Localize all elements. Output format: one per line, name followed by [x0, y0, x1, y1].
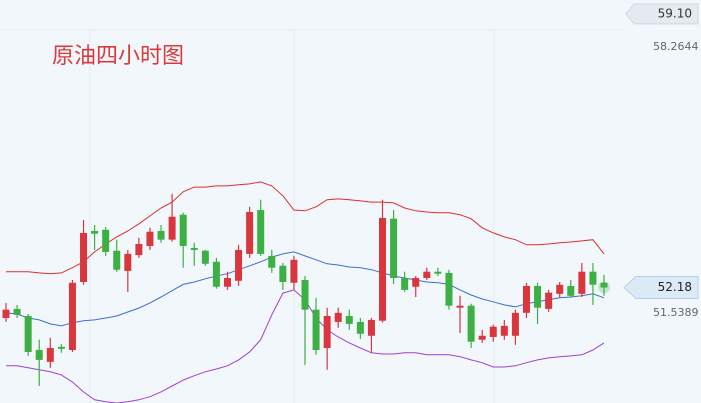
y-tick-label: 51.5389 — [653, 306, 699, 319]
candle-body — [46, 348, 54, 362]
last-price-box — [623, 276, 699, 300]
candle-body — [91, 230, 99, 234]
candle-body — [312, 309, 320, 351]
candle-body — [367, 319, 375, 336]
candle-body — [478, 335, 486, 340]
candle-body — [223, 278, 231, 287]
candle-body — [80, 232, 88, 282]
candle-body — [456, 305, 464, 308]
candle-body — [146, 231, 154, 246]
candle-body — [257, 210, 265, 254]
candle-body — [57, 346, 65, 349]
candle-body — [102, 229, 110, 252]
candle-body — [467, 305, 475, 342]
candle-body — [124, 253, 132, 271]
candle-body — [534, 285, 542, 308]
candle-body — [68, 282, 76, 351]
candle-body — [179, 214, 187, 246]
candle-body — [279, 265, 287, 282]
candle-body — [246, 211, 254, 254]
candle-body — [157, 230, 165, 240]
candle-body — [24, 315, 32, 352]
chart-title: 原油四小时图 — [52, 44, 184, 69]
candle-body — [135, 244, 143, 256]
candle-body — [113, 250, 121, 270]
candle-body — [190, 247, 198, 250]
band-line — [5, 251, 605, 327]
candle-body — [268, 255, 276, 268]
candle-body — [545, 292, 553, 309]
candle-body — [445, 272, 453, 306]
candle-body — [500, 325, 508, 336]
candle-body — [556, 284, 564, 294]
candle-body — [201, 250, 209, 264]
candle-body — [334, 312, 342, 322]
candle-body — [434, 271, 442, 274]
candle-body — [600, 282, 608, 288]
candle-body — [323, 315, 331, 349]
candle-body — [235, 249, 243, 281]
candle-body — [489, 326, 497, 337]
candle-body — [522, 285, 530, 313]
candle-body — [212, 261, 220, 287]
last-glow — [598, 281, 610, 294]
candle-body — [2, 309, 10, 318]
candle-body — [301, 280, 309, 310]
candle-body — [511, 312, 519, 336]
candle-body — [35, 350, 43, 360]
high-price-label: 59.10 — [658, 6, 692, 20]
high-price-box — [625, 3, 699, 25]
candle-body — [578, 271, 586, 294]
candle-body — [168, 216, 176, 240]
candle-body — [423, 271, 431, 279]
candle-body — [379, 217, 387, 321]
candle-body — [567, 285, 575, 296]
candle-body — [345, 315, 353, 324]
candle-body — [589, 271, 597, 285]
candle-body — [401, 278, 409, 290]
y-tick-label: 58.2644 — [653, 40, 699, 53]
candle-body — [390, 218, 398, 279]
candle-body — [412, 278, 420, 287]
candle-body — [290, 259, 298, 283]
last-price-label: 52.18 — [658, 280, 692, 294]
candle-body — [356, 321, 364, 334]
candle-body — [13, 308, 21, 315]
